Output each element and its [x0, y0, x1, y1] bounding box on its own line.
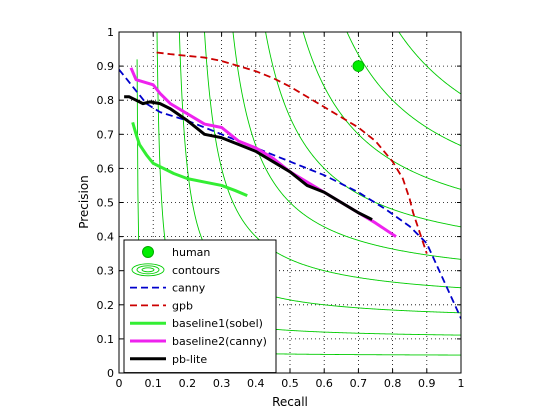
legend-label: baseline1(sobel)	[172, 317, 263, 330]
x-tick-label: 0	[116, 377, 123, 390]
contour-line	[346, 32, 461, 147]
y-tick-label: 0.3	[97, 265, 115, 278]
x-tick-label: 0.9	[418, 377, 436, 390]
legend-contour-icon	[131, 263, 165, 277]
legend-box	[123, 239, 277, 374]
y-tick-label: 0.8	[97, 94, 115, 107]
x-axis-label: Recall	[272, 395, 308, 409]
y-axis-label: Precision	[77, 175, 91, 229]
y-tick-label: 0.1	[97, 333, 115, 346]
x-tick-label: 0.6	[315, 377, 333, 390]
axis-ticks: 0 0.1 0.2 0.3 0.4 0.5 0.6 0.7 0.8 0.9 1 0 0.1 0.2 0.3 0…	[97, 26, 465, 390]
legend-label: pb-lite	[172, 353, 207, 366]
y-tick-label: 0	[107, 367, 114, 380]
x-tick-label: 0.1	[144, 377, 162, 390]
legend-contour-icon	[136, 265, 160, 275]
x-tick-label: 0.7	[350, 377, 368, 390]
series-line-baseline1(sobel)	[131, 121, 248, 198]
x-tick-label: 0.3	[213, 377, 231, 390]
x-tick-label: 0.2	[179, 377, 197, 390]
legend-label: baseline2(canny)	[172, 335, 267, 348]
human-marker-layer	[352, 60, 365, 72]
legend-label: gpb	[172, 299, 193, 312]
legend-label: canny	[172, 282, 206, 295]
contour-line	[232, 32, 461, 260]
human-marker	[352, 60, 365, 72]
y-tick-label: 0.9	[97, 60, 115, 73]
y-tick-label: 0.5	[97, 197, 115, 210]
contour-line	[265, 32, 461, 228]
x-tick-label: 0.4	[247, 377, 265, 390]
y-tick-label: 1	[107, 26, 114, 39]
x-tick-label: 0.8	[384, 377, 402, 390]
contour-line	[204, 32, 461, 289]
legend: human contours canny gpb baseline1(sobel) bas…	[123, 239, 277, 374]
legend-label: contours	[172, 264, 220, 277]
legend-human-marker	[142, 246, 154, 258]
legend-label: human	[172, 246, 210, 259]
y-tick-label: 0.2	[97, 299, 115, 312]
y-tick-label: 0.4	[97, 231, 115, 244]
series-lines	[119, 51, 461, 319]
x-tick-label: 1	[458, 377, 465, 390]
legend-contour-icon	[141, 267, 155, 273]
series-line-gpb	[156, 51, 428, 254]
contour-line	[398, 32, 461, 95]
series-line-canny	[119, 68, 461, 319]
series-line-pb-lite	[124, 95, 373, 221]
contour-line	[302, 32, 461, 190]
y-tick-label: 0.6	[97, 162, 115, 175]
y-tick-label: 0.7	[97, 128, 115, 141]
x-tick-label: 0.5	[281, 377, 299, 390]
